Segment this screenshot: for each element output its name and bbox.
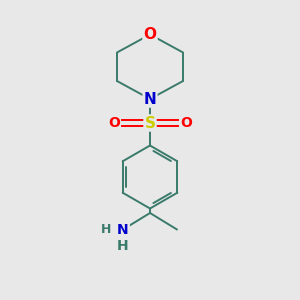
Text: S: S xyxy=(145,116,155,130)
Text: H: H xyxy=(101,223,112,236)
Text: O: O xyxy=(108,116,120,130)
Text: N: N xyxy=(117,223,129,236)
Text: N: N xyxy=(144,92,156,106)
Text: H: H xyxy=(117,239,129,253)
Text: O: O xyxy=(180,116,192,130)
Text: O: O xyxy=(143,27,157,42)
